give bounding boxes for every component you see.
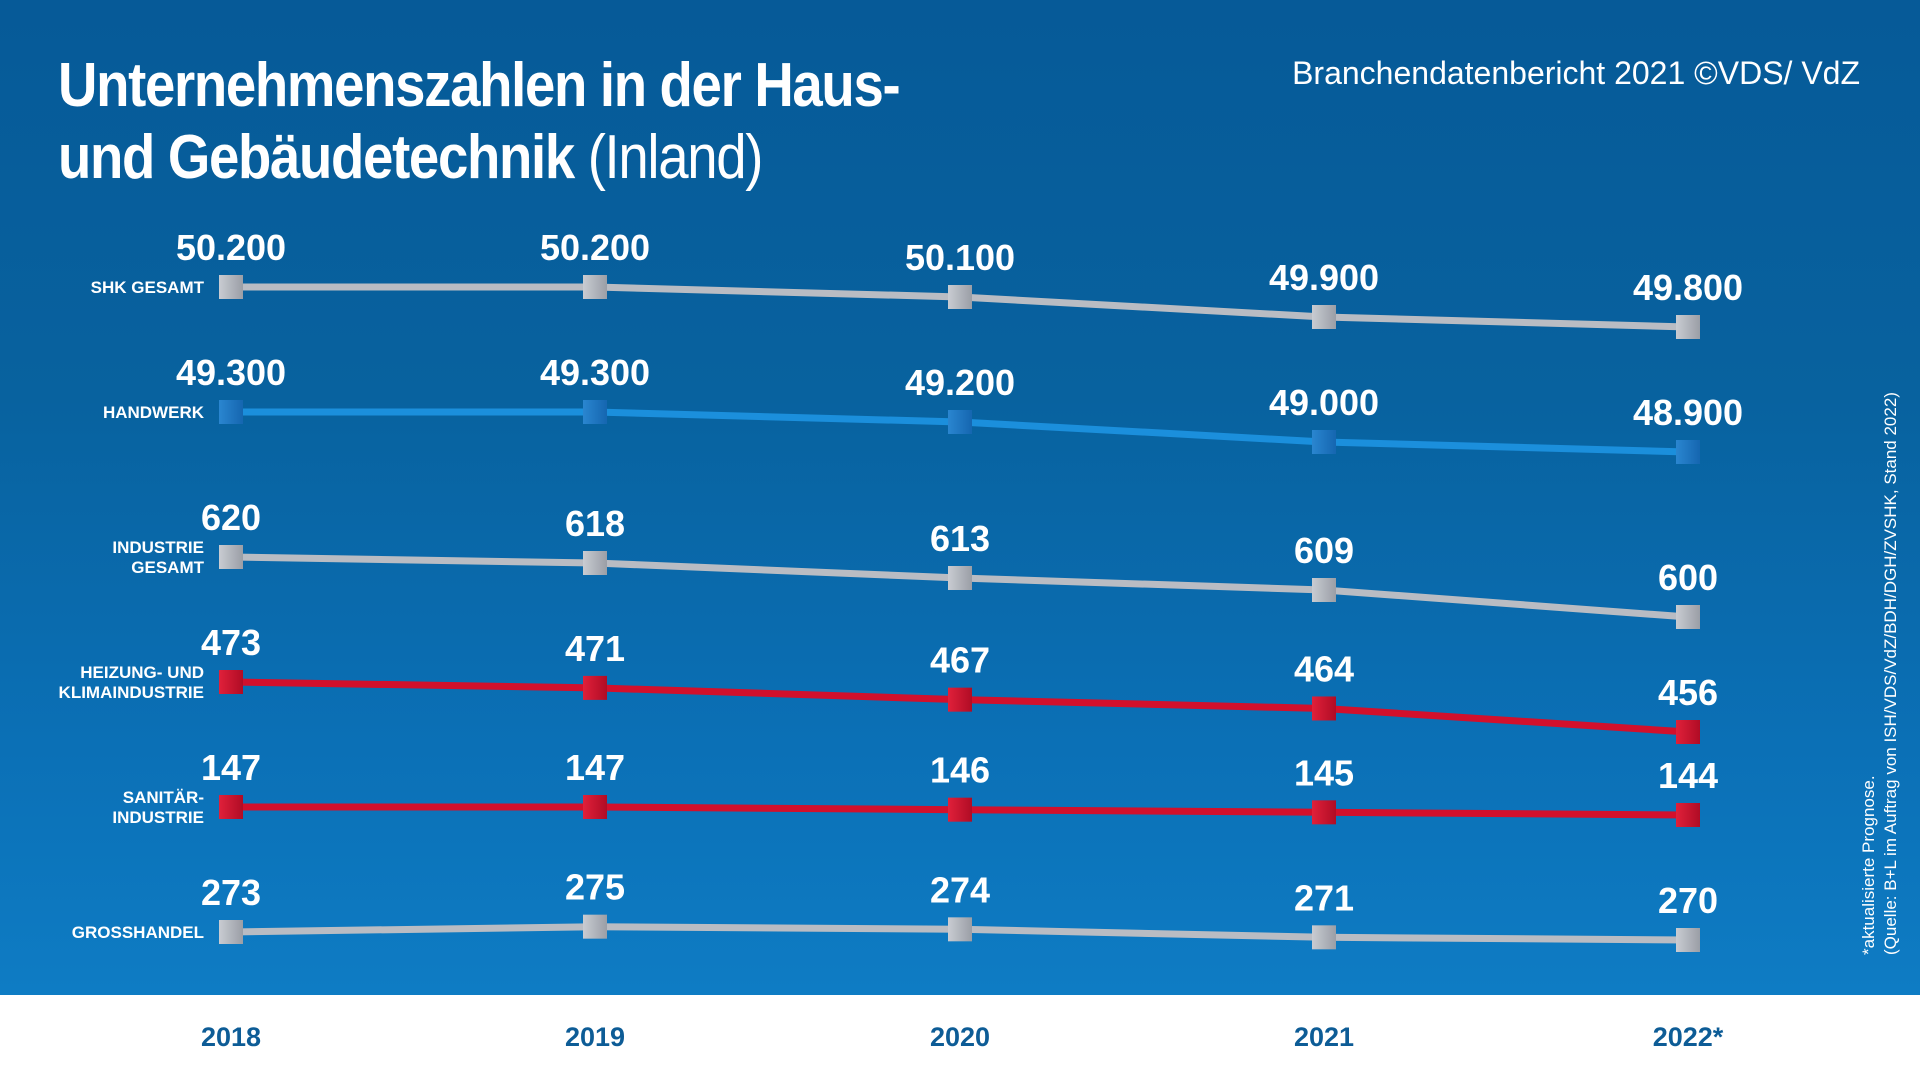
- x-tick-label: 2022*: [1653, 1022, 1724, 1052]
- x-tick-label: 2021: [1294, 1022, 1354, 1052]
- data-label: 144: [1658, 755, 1718, 796]
- data-point-marker: [948, 285, 972, 309]
- series-label-shk-gesamt: SHK GESAMT: [91, 278, 205, 297]
- data-label: 49.000: [1269, 382, 1379, 423]
- data-label: 146: [930, 750, 990, 791]
- data-point-marker: [948, 917, 972, 942]
- data-label: 274: [930, 869, 990, 910]
- data-label: 145: [1294, 752, 1354, 793]
- data-point-marker: [1312, 800, 1336, 825]
- data-point-marker: [1676, 440, 1700, 464]
- data-point-marker: [219, 275, 243, 299]
- data-label: 49.800: [1633, 267, 1743, 308]
- data-point-marker: [219, 670, 243, 694]
- data-point-marker: [583, 914, 607, 939]
- data-point-marker: [583, 400, 607, 424]
- title-light-part: (Inland): [587, 123, 764, 192]
- data-point-marker: [583, 551, 607, 575]
- data-point-marker: [583, 675, 607, 700]
- series-label-heizung-und-klimaindustrie: KLIMAINDUSTRIE: [59, 683, 204, 702]
- data-label: 273: [201, 872, 261, 913]
- series-markers: [219, 275, 1700, 952]
- data-label: 49.200: [905, 362, 1015, 403]
- x-tick-label: 2019: [565, 1022, 625, 1052]
- data-point-marker: [1676, 605, 1700, 629]
- value-labels: 50.200 50.200 50.100 49.900 49.800 49.300 49.3…: [176, 227, 1743, 921]
- data-label: 270: [1658, 880, 1718, 921]
- data-point-marker: [1676, 928, 1700, 952]
- data-point-marker: [219, 545, 243, 569]
- data-label: 471: [565, 628, 625, 669]
- data-label: 49.900: [1269, 257, 1379, 298]
- data-point-marker: [583, 275, 607, 299]
- title-line-1: Unternehmenszahlen in der Haus-: [58, 51, 901, 120]
- data-label: 49.300: [176, 352, 286, 393]
- x-tick-label: 2018: [201, 1022, 261, 1052]
- data-label: 609: [1294, 530, 1354, 571]
- data-point-marker: [1312, 578, 1336, 602]
- series-labels: SHK GESAMTHANDWERKINDUSTRIEGESAMTHEIZUNG…: [59, 278, 205, 942]
- data-label: 50.200: [176, 227, 286, 268]
- chart-title: Unternehmenszahlen in der Haus- und Gebä…: [58, 50, 901, 194]
- data-point-marker: [219, 400, 243, 424]
- data-label: 271: [1294, 877, 1354, 918]
- data-label: 456: [1658, 672, 1718, 713]
- series-label-industrie-gesamt: GESAMT: [131, 558, 204, 577]
- data-label: 50.200: [540, 227, 650, 268]
- data-label: 618: [565, 503, 625, 544]
- data-point-marker: [219, 920, 243, 944]
- data-point-marker: [1312, 430, 1336, 454]
- data-point-marker: [1312, 305, 1336, 329]
- data-point-marker: [1676, 720, 1700, 744]
- data-point-marker: [583, 795, 607, 819]
- x-axis-labels: 2018 2019 2020 2021 2022*: [201, 1022, 1724, 1052]
- series-label-grosshandel: GROSSHANDEL: [72, 923, 204, 942]
- data-label: 147: [565, 747, 625, 788]
- data-point-marker: [948, 687, 972, 712]
- series-label-heizung-und-klimaindustrie: HEIZUNG- UND: [80, 663, 204, 682]
- data-point-marker: [948, 797, 972, 822]
- title-line-2: und Gebäudetechnik (Inland): [58, 122, 899, 194]
- data-point-marker: [1312, 925, 1336, 950]
- data-point-marker: [1676, 315, 1700, 339]
- data-point-marker: [219, 795, 243, 819]
- data-label: 50.100: [905, 237, 1015, 278]
- source-credit: Branchendatenbericht 2021 ©VDS/ VdZ: [1292, 55, 1860, 91]
- series-label-sanitär-industrie: INDUSTRIE: [112, 808, 204, 827]
- data-point-marker: [948, 566, 972, 590]
- data-label: 613: [930, 518, 990, 559]
- data-label: 473: [201, 622, 261, 663]
- chart-background: [0, 0, 1920, 995]
- data-point-marker: [1312, 696, 1336, 721]
- data-label: 147: [201, 747, 261, 788]
- data-label: 467: [930, 640, 990, 681]
- series-label-handwerk: HANDWERK: [103, 403, 205, 422]
- series-label-sanitär-industrie: SANITÄR-: [123, 788, 204, 807]
- data-label: 600: [1658, 557, 1718, 598]
- series-label-industrie-gesamt: INDUSTRIE: [112, 538, 204, 557]
- x-tick-label: 2020: [930, 1022, 990, 1052]
- data-label: 49.300: [540, 352, 650, 393]
- data-label: 275: [565, 867, 625, 908]
- data-label: 620: [201, 497, 261, 538]
- data-point-marker: [948, 410, 972, 434]
- title-bold-part: und Gebäudetechnik: [58, 123, 575, 192]
- data-point-marker: [1676, 803, 1700, 827]
- data-label: 48.900: [1633, 392, 1743, 433]
- data-label: 464: [1294, 648, 1354, 689]
